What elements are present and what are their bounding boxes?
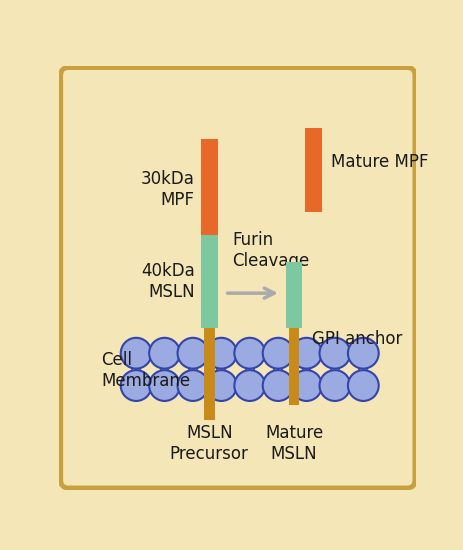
Circle shape (234, 338, 264, 368)
Circle shape (319, 338, 350, 368)
Bar (288, 328, 299, 405)
Bar (285, 262, 302, 328)
Circle shape (319, 370, 350, 401)
Text: Mature
MSLN: Mature MSLN (264, 424, 322, 463)
Circle shape (206, 338, 236, 368)
Circle shape (177, 370, 208, 401)
Text: Mature MPF: Mature MPF (330, 153, 427, 171)
FancyBboxPatch shape (61, 68, 414, 488)
Circle shape (120, 370, 151, 401)
Circle shape (149, 370, 180, 401)
Bar (203, 328, 214, 420)
Circle shape (120, 338, 151, 368)
Circle shape (290, 370, 321, 401)
Text: 30kDa
MPF: 30kDa MPF (140, 170, 194, 208)
Circle shape (262, 338, 293, 368)
Text: MSLN
Precursor: MSLN Precursor (169, 424, 248, 463)
Bar (304, 128, 321, 212)
Circle shape (149, 338, 180, 368)
Bar (200, 139, 217, 235)
Text: GPI anchor: GPI anchor (311, 331, 401, 348)
Text: Cell
Membrane: Cell Membrane (101, 351, 190, 389)
Circle shape (234, 370, 264, 401)
Circle shape (206, 370, 236, 401)
Bar (200, 235, 217, 328)
Circle shape (177, 338, 208, 368)
Text: Furin
Cleavage: Furin Cleavage (232, 231, 309, 270)
Circle shape (347, 370, 378, 401)
Circle shape (262, 370, 293, 401)
Circle shape (347, 338, 378, 368)
Circle shape (290, 338, 321, 368)
Text: 40kDa
MSLN: 40kDa MSLN (141, 262, 194, 301)
